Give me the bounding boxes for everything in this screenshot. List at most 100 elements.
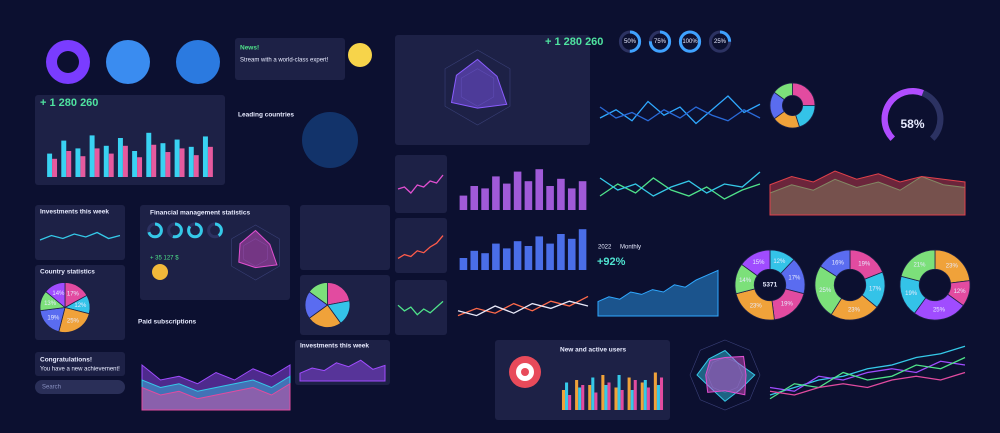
ring	[207, 222, 223, 239]
radar-grid	[444, 49, 511, 126]
slice	[819, 249, 851, 278]
slice	[900, 249, 936, 282]
ring-label: 25%	[714, 39, 727, 45]
heading: Leading countries	[238, 112, 294, 119]
ring	[147, 222, 163, 239]
growth: +92%	[597, 256, 626, 268]
line	[599, 177, 761, 200]
slice-label: 19%	[858, 262, 871, 268]
target	[521, 368, 529, 376]
radar-grid	[707, 357, 743, 393]
bar	[578, 387, 582, 410]
bar	[108, 153, 114, 177]
bar	[581, 385, 585, 410]
slice-label: 23%	[750, 304, 763, 310]
slice-label: 17%	[788, 275, 801, 281]
slice-label: 13%	[44, 301, 57, 307]
line	[769, 356, 966, 400]
search-placeholder[interactable]: Search	[42, 385, 61, 391]
bar	[481, 253, 489, 270]
bar	[575, 380, 579, 410]
slice-label: 14%	[739, 278, 752, 284]
calendar	[300, 205, 390, 270]
bar	[179, 148, 185, 177]
amount: + 35 127 $	[150, 256, 179, 262]
bar	[459, 258, 468, 270]
panels	[35, 35, 670, 420]
bar	[502, 248, 511, 270]
bar	[47, 153, 53, 177]
ring	[708, 30, 732, 53]
period: Monthly	[620, 245, 641, 251]
gauge-value	[881, 87, 924, 141]
radar-area	[696, 349, 756, 402]
donut-total: 5371	[763, 282, 778, 289]
bar	[470, 250, 479, 270]
bar	[492, 243, 500, 270]
ring	[678, 30, 702, 53]
slice-label: 14%	[52, 291, 65, 297]
bar	[653, 372, 657, 410]
gauge-label: 58%	[900, 117, 924, 131]
heading: Paid subscriptions	[138, 319, 197, 326]
slice-label: 12%	[773, 259, 786, 265]
bar	[617, 375, 621, 410]
panel	[35, 205, 125, 260]
area	[141, 382, 291, 411]
slice-label: 21%	[913, 263, 926, 269]
radar-area	[450, 58, 508, 109]
bar	[620, 390, 624, 410]
bar	[502, 183, 511, 210]
bar	[567, 238, 576, 270]
bar	[659, 377, 664, 410]
total: + 1 280 260	[545, 36, 603, 48]
panel	[295, 340, 390, 385]
news-text: Stream with a world-class expert!	[240, 58, 329, 64]
bar	[601, 375, 605, 410]
bar	[146, 132, 152, 177]
bar	[614, 387, 618, 410]
heading: Congratulations!	[40, 357, 92, 364]
line	[599, 106, 761, 122]
bar	[640, 382, 644, 410]
bar	[151, 144, 157, 177]
bar	[52, 158, 58, 177]
bar	[591, 377, 595, 410]
bar	[61, 140, 67, 177]
bar	[481, 188, 489, 210]
bar	[646, 387, 650, 410]
slice	[773, 82, 793, 101]
bar	[137, 157, 143, 177]
panel	[35, 352, 125, 376]
bar	[75, 148, 81, 177]
radar-area	[705, 355, 747, 396]
ring-label: 50%	[624, 39, 637, 45]
slice-label: 23%	[946, 264, 959, 270]
bar	[535, 236, 544, 270]
slice	[308, 304, 342, 328]
bar	[89, 135, 95, 177]
ring-label: 100%	[682, 39, 698, 45]
panel	[395, 35, 590, 145]
slice	[308, 282, 328, 306]
bar	[594, 392, 598, 410]
search-box[interactable]	[35, 380, 125, 394]
bar	[546, 186, 554, 210]
bar	[174, 139, 180, 177]
ring-label: 75%	[654, 39, 667, 45]
line	[397, 235, 444, 259]
bar	[132, 151, 138, 177]
bar	[80, 156, 86, 177]
bar	[627, 377, 631, 410]
line	[397, 300, 444, 316]
slice-label: 23%	[848, 308, 861, 314]
bar	[513, 241, 522, 270]
line	[769, 371, 966, 396]
bar	[513, 171, 522, 210]
bar	[568, 395, 572, 410]
heading: Investments this week	[40, 209, 109, 216]
line	[457, 300, 589, 317]
panel	[235, 38, 345, 80]
radar-grid	[460, 68, 495, 107]
